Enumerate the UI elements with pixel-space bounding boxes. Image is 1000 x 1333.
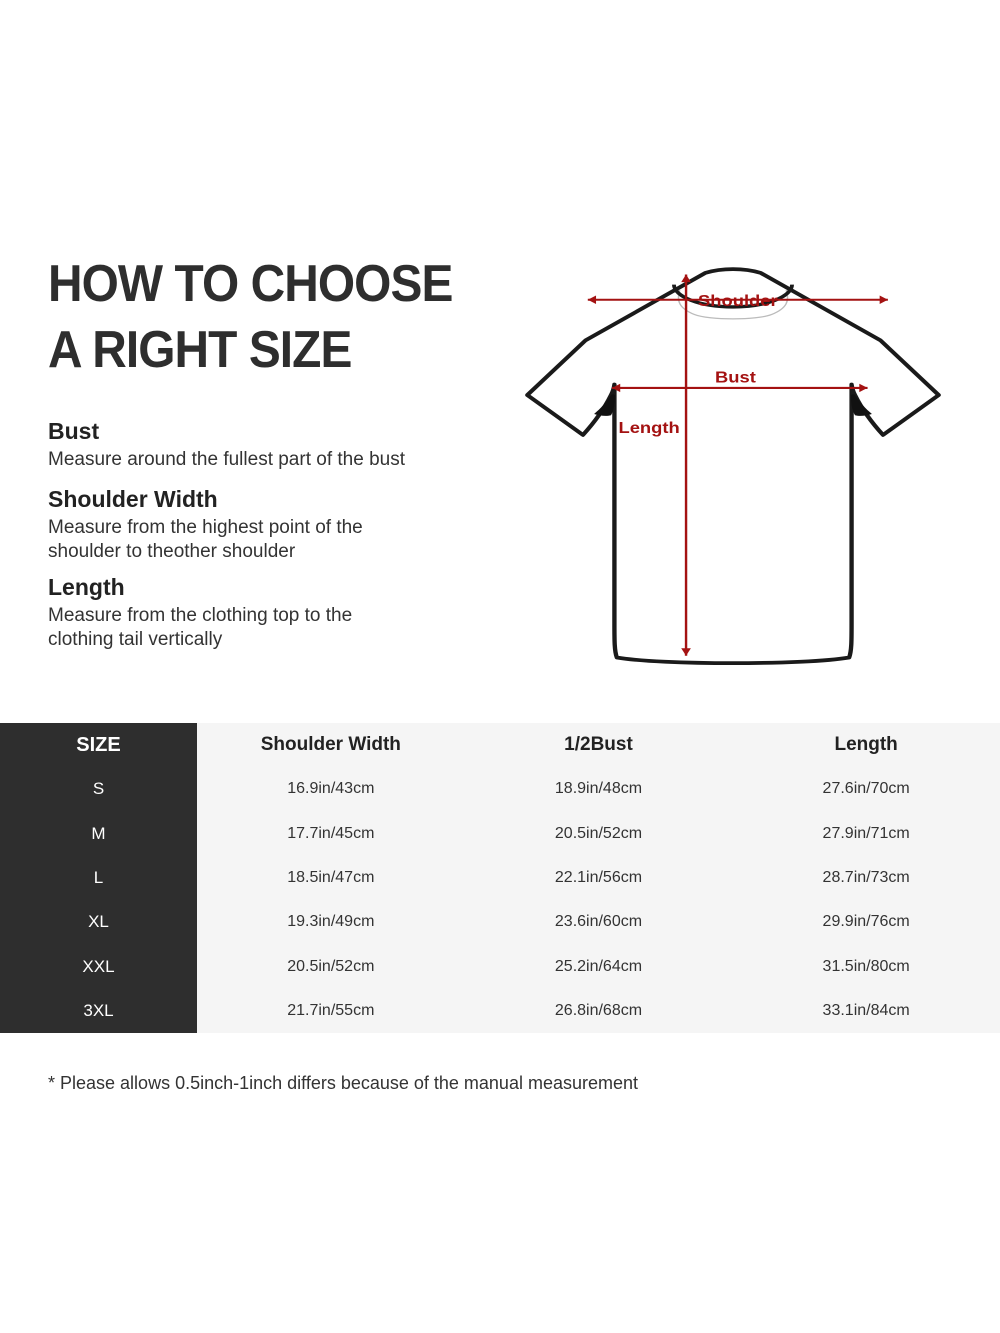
- svg-text:Bust: Bust: [715, 368, 756, 387]
- svg-text:Length: Length: [619, 418, 680, 437]
- svg-text:Shoulder: Shoulder: [698, 291, 778, 310]
